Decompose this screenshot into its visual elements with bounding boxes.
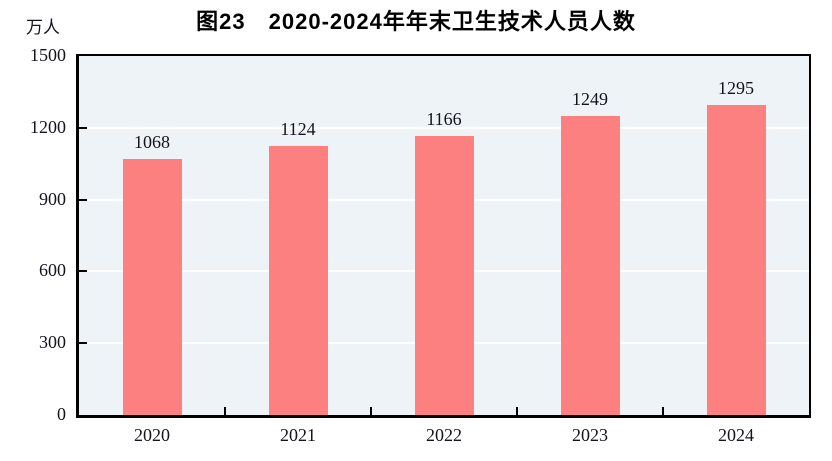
chart-title: 图23 2020-2024年年末卫生技术人员人数 (196, 9, 636, 34)
y-tick-mark (79, 126, 87, 129)
gridline (79, 126, 809, 129)
bar (560, 116, 620, 415)
bar (706, 105, 766, 415)
y-tick-mark (79, 198, 87, 201)
y-axis-unit-label: 万人 (26, 18, 60, 37)
bar-value-label: 1166 (426, 108, 462, 129)
plot-area: 1068 1124 1166 1249 1295 (76, 54, 811, 418)
bar-value-label: 1295 (718, 78, 754, 99)
x-tick-mark (662, 407, 664, 415)
x-tick-label: 2023 (572, 425, 608, 445)
x-tick-mark (370, 407, 372, 415)
x-tick-mark (224, 407, 226, 415)
y-tick-label: 600 (39, 260, 66, 281)
x-tick-label: 2021 (280, 425, 316, 445)
bar (122, 159, 182, 415)
y-tick-label: 0 (57, 404, 66, 424)
x-tick-label: 2020 (134, 425, 170, 445)
x-tick-label: 2024 (718, 425, 754, 445)
y-tick-mark (79, 270, 87, 273)
bar (414, 135, 474, 415)
bar-value-label: 1249 (572, 89, 608, 110)
bar-value-label: 1068 (134, 132, 170, 153)
bar (268, 146, 328, 415)
x-tick-mark (516, 407, 518, 415)
bar-value-label: 1124 (280, 119, 316, 139)
x-tick-label: 2022 (426, 425, 462, 445)
y-tick-label: 300 (39, 332, 66, 353)
y-tick-mark (79, 342, 87, 345)
y-tick-label: 900 (39, 188, 66, 209)
y-tick-label: 1500 (30, 45, 66, 65)
y-tick-label: 1200 (30, 116, 66, 137)
